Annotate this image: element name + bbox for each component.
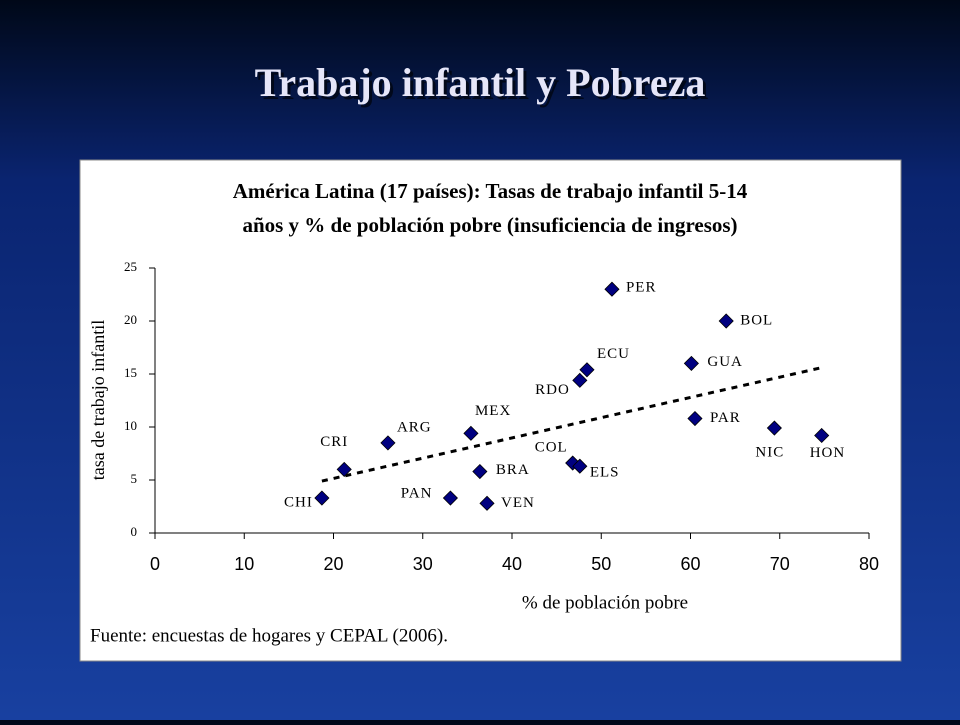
data-point (463, 425, 479, 441)
x-tick-label: 60 (680, 554, 700, 574)
data-point (718, 313, 734, 329)
data-point (766, 420, 782, 436)
trend-line (321, 366, 823, 483)
x-tick-label: 20 (323, 554, 343, 574)
point-label: VEN (501, 495, 535, 511)
x-tick-label: 0 (150, 554, 160, 574)
y-tick-label: 0 (131, 524, 138, 539)
x-tick-label: 80 (859, 554, 879, 574)
y-axis-label: tasa de trabajo infantil (88, 320, 108, 480)
data-point (380, 435, 396, 451)
data-point (479, 495, 495, 511)
point-label: COL (535, 439, 568, 455)
source-note: Fuente: encuestas de hogares y CEPAL (20… (90, 625, 448, 646)
chart-panel (79, 159, 902, 662)
data-point (314, 490, 330, 506)
y-tick-label: 10 (124, 418, 137, 433)
point-label: ARG (397, 419, 432, 435)
data-point (814, 427, 830, 444)
point-label: PAN (401, 485, 433, 501)
x-tick-label: 50 (591, 554, 611, 574)
point-label: ELS (590, 465, 620, 481)
y-tick-label: 25 (124, 259, 137, 274)
x-tick-label: 70 (770, 554, 790, 574)
point-label: PER (626, 280, 657, 296)
x-axis-label: % de población pobre (522, 592, 688, 613)
point-label: CHI (284, 494, 313, 510)
point-label: CRI (320, 434, 348, 450)
point-label: GUA (707, 354, 743, 370)
slide-title-shadow: Trabajo infantil y Pobreza (258, 63, 709, 108)
x-tick-label: 30 (413, 554, 433, 574)
x-tick-label: 40 (502, 554, 522, 574)
point-label: HON (810, 445, 846, 461)
point-label: MEX (475, 403, 511, 419)
point-label: BRA (496, 462, 530, 478)
y-tick-label: 5 (131, 471, 138, 486)
data-point (336, 461, 352, 477)
data-point (604, 281, 620, 297)
y-tick-label: 20 (124, 312, 137, 327)
data-point (683, 355, 699, 371)
data-point (579, 362, 595, 378)
data-point (572, 372, 588, 388)
x-tick-label: 10 (234, 554, 254, 574)
point-label: BOL (740, 312, 773, 328)
point-label: RDO (535, 382, 570, 398)
point-label: ECU (597, 346, 630, 362)
point-label: NIC (755, 444, 784, 460)
chart-title: América Latina (17 países): Tasas de tra… (233, 179, 748, 203)
data-point (572, 458, 588, 474)
chart-title: años y % de población pobre (insuficienc… (242, 213, 737, 237)
slide-title: Trabajo infantil y Pobreza (255, 60, 706, 105)
y-tick-label: 15 (124, 365, 137, 380)
point-label: PAR (710, 410, 741, 426)
data-point (442, 490, 458, 506)
data-point (687, 410, 703, 427)
data-point (472, 463, 488, 480)
